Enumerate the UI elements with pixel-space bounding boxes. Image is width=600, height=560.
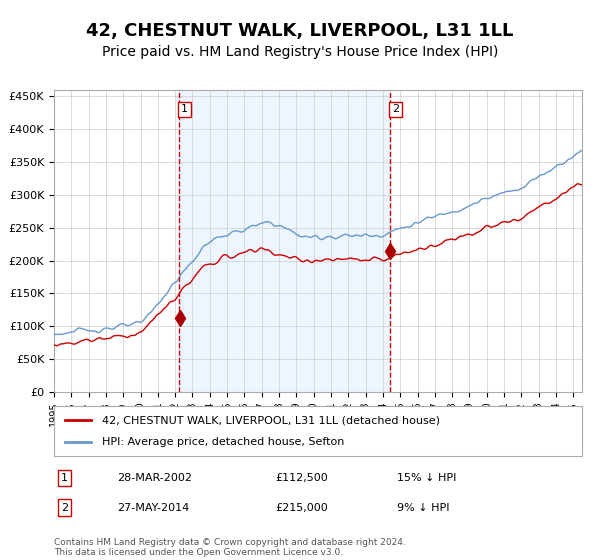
Text: £215,000: £215,000 [276,502,329,512]
Text: 2: 2 [61,502,68,512]
Text: 42, CHESTNUT WALK, LIVERPOOL, L31 1LL (detached house): 42, CHESTNUT WALK, LIVERPOOL, L31 1LL (d… [101,415,440,425]
Text: 1: 1 [61,473,68,483]
Text: 1: 1 [181,104,188,114]
Text: 2: 2 [392,104,399,114]
Text: £112,500: £112,500 [276,473,329,483]
Text: 27-MAY-2014: 27-MAY-2014 [118,502,190,512]
Bar [179,90,390,392]
Text: Price paid vs. HM Land Registry's House Price Index (HPI): Price paid vs. HM Land Registry's House … [102,45,498,59]
Text: 42, CHESTNUT WALK, LIVERPOOL, L31 1LL: 42, CHESTNUT WALK, LIVERPOOL, L31 1LL [86,22,514,40]
Text: 9% ↓ HPI: 9% ↓ HPI [397,502,450,512]
Text: 28-MAR-2002: 28-MAR-2002 [118,473,193,483]
Text: Contains HM Land Registry data © Crown copyright and database right 2024.
This d: Contains HM Land Registry data © Crown c… [54,538,406,557]
Text: HPI: Average price, detached house, Sefton: HPI: Average price, detached house, Seft… [101,437,344,447]
Text: 15% ↓ HPI: 15% ↓ HPI [397,473,457,483]
FancyBboxPatch shape [54,406,582,456]
